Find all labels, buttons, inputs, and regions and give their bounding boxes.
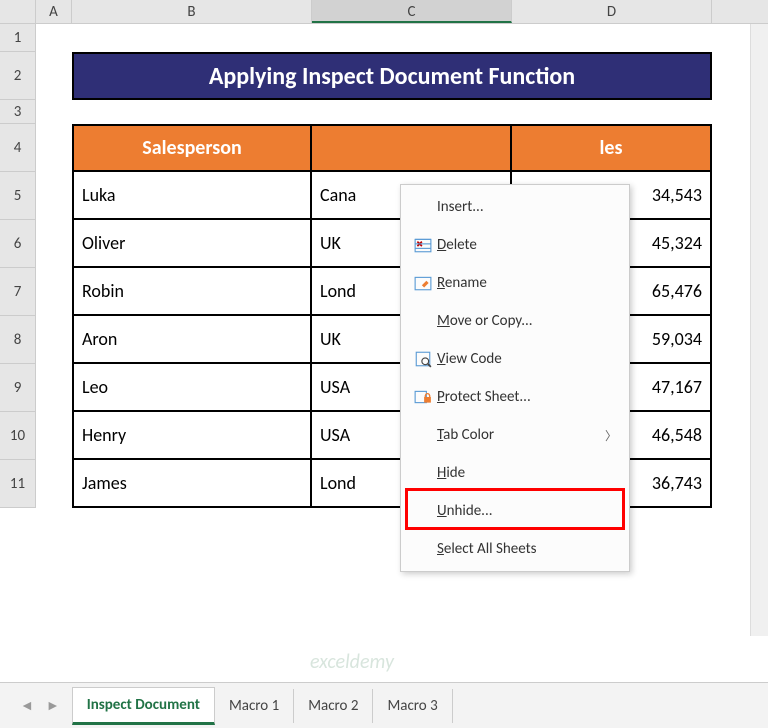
col-header-b[interactable]: B <box>72 0 312 23</box>
row-header[interactable]: 2 <box>0 52 36 100</box>
menu-move-copy[interactable]: Move or Copy... <box>401 302 629 340</box>
menu-view-code[interactable]: View Code <box>401 340 629 378</box>
menu-label: Rename <box>437 274 617 292</box>
menu-insert[interactable]: Insert... <box>401 188 629 226</box>
row-header[interactable]: 5 <box>0 172 36 220</box>
col-header-d[interactable]: D <box>512 0 712 23</box>
menu-select-all-sheets[interactable]: Select All Sheets <box>401 530 629 568</box>
table-header-salesperson: Salesperson <box>72 124 312 172</box>
menu-label: Protect Sheet... <box>437 388 617 406</box>
cell-salesperson[interactable]: James <box>72 460 312 508</box>
select-all-corner[interactable] <box>0 0 36 23</box>
col-header-c[interactable]: C <box>312 0 512 23</box>
cell-salesperson[interactable]: Oliver <box>72 220 312 268</box>
row-header[interactable]: 10 <box>0 412 36 460</box>
cell-salesperson[interactable]: Henry <box>72 412 312 460</box>
row-header[interactable]: 1 <box>0 24 36 52</box>
submenu-arrow-icon: 〉 <box>605 427 617 444</box>
delete-icon <box>409 236 437 254</box>
row-header[interactable]: 11 <box>0 460 36 508</box>
menu-protect-sheet[interactable]: Protect Sheet... <box>401 378 629 416</box>
cell-salesperson[interactable]: Robin <box>72 268 312 316</box>
sheet-tab-inspect-document[interactable]: Inspect Document <box>72 687 215 725</box>
view-code-icon <box>409 350 437 368</box>
cell-salesperson[interactable]: Leo <box>72 364 312 412</box>
sheet-context-menu: Insert... Delete Rename Move or Copy... … <box>400 184 630 572</box>
sheet-tab-bar: ◄ ► Inspect Document Macro 1 Macro 2 Mac… <box>0 682 768 728</box>
menu-label: Hide <box>437 464 617 482</box>
cell-salesperson[interactable]: Luka <box>72 172 312 220</box>
tab-prev-icon[interactable]: ◄ <box>20 697 34 714</box>
rename-icon <box>409 274 437 292</box>
menu-label: View Code <box>437 350 617 368</box>
sheet-tab-macro3[interactable]: Macro 3 <box>373 689 452 723</box>
menu-label: Insert... <box>437 198 617 216</box>
row-header[interactable]: 7 <box>0 268 36 316</box>
spreadsheet-grid: A B C D 1 2 3 4 5 6 7 8 9 10 11 Applying… <box>0 0 768 682</box>
row-header[interactable]: 3 <box>0 100 36 124</box>
menu-label: Select All Sheets <box>437 540 617 558</box>
menu-label: Move or Copy... <box>437 312 617 330</box>
col-header-a[interactable]: A <box>36 0 72 23</box>
menu-rename[interactable]: Rename <box>401 264 629 302</box>
menu-delete[interactable]: Delete <box>401 226 629 264</box>
menu-label: Tab Color <box>437 426 605 444</box>
row-header[interactable]: 4 <box>0 124 36 172</box>
vertical-scrollbar[interactable] <box>750 24 768 636</box>
cell-salesperson[interactable]: Aron <box>72 316 312 364</box>
menu-tab-color[interactable]: Tab Color 〉 <box>401 416 629 454</box>
table-header-sales: les <box>512 124 712 172</box>
title-banner: Applying Inspect Document Function <box>72 52 712 100</box>
sheet-tab-macro2[interactable]: Macro 2 <box>294 689 373 723</box>
menu-hide[interactable]: Hide <box>401 454 629 492</box>
menu-label: Delete <box>437 236 617 254</box>
row-header[interactable]: 9 <box>0 364 36 412</box>
tab-nav-arrows[interactable]: ◄ ► <box>8 697 72 714</box>
menu-unhide[interactable]: Unhide... <box>401 492 629 530</box>
table-header-country <box>312 124 512 172</box>
sheet-tab-macro1[interactable]: Macro 1 <box>215 689 294 723</box>
protect-icon <box>409 388 437 406</box>
tab-next-icon[interactable]: ► <box>46 697 60 714</box>
row-header[interactable]: 8 <box>0 316 36 364</box>
menu-label: Unhide... <box>437 502 617 520</box>
row-header[interactable]: 6 <box>0 220 36 268</box>
column-headers: A B C D <box>0 0 768 24</box>
